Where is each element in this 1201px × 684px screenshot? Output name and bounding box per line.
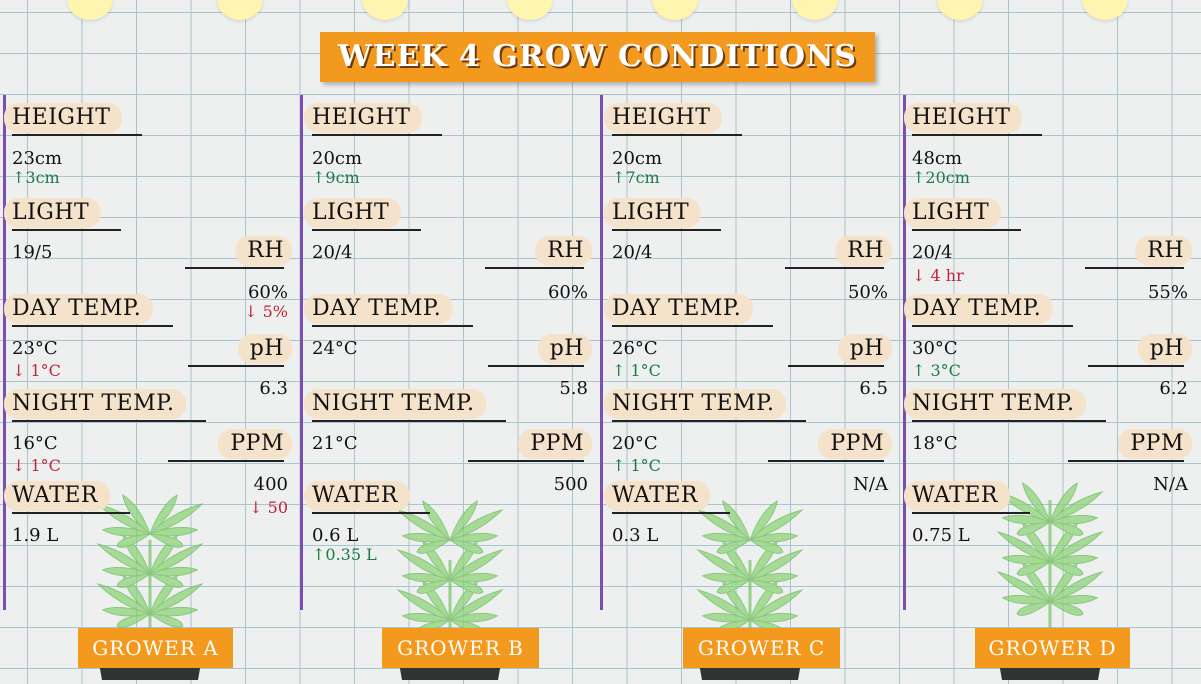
column-divider xyxy=(300,95,303,610)
height-change: ↑9cm xyxy=(312,168,360,187)
water-change: ↑0.35 L xyxy=(312,545,377,564)
ppm-value: 500 xyxy=(553,474,588,495)
light-value: 20/4 xyxy=(912,242,953,263)
grower-b-button[interactable]: GROWER B xyxy=(382,628,539,668)
grower-column: HEIGHT 20cm ↑7cm LIGHT 20/4 DAY TEMP. 26°… xyxy=(600,95,900,680)
light-value: 19/5 xyxy=(12,242,53,263)
light-label: LIGHT xyxy=(304,198,422,231)
night-temp-value: 20°C xyxy=(612,433,658,454)
height-value: 23cm xyxy=(12,148,63,169)
height-value: 48cm xyxy=(912,148,963,169)
ppm-label: PPM xyxy=(768,429,892,462)
night-temp-label: NIGHT TEMP. xyxy=(904,389,1107,422)
binder-hole xyxy=(792,0,838,20)
water-value: 1.9 L xyxy=(12,525,59,546)
rh-value: 60% xyxy=(547,282,588,303)
column-divider xyxy=(903,95,906,610)
binder-hole xyxy=(937,0,983,20)
height-value: 20cm xyxy=(312,148,363,169)
height-label: HEIGHT xyxy=(904,103,1043,136)
binder-hole xyxy=(507,0,553,20)
light-value: 20/4 xyxy=(312,242,353,263)
height-label: HEIGHT xyxy=(304,103,443,136)
water-value: 0.6 L xyxy=(312,525,359,546)
rh-value: 50% xyxy=(847,282,888,303)
ph-value: 6.2 xyxy=(1159,378,1188,399)
height-change: ↑3cm xyxy=(12,168,60,187)
binder-hole xyxy=(217,0,263,20)
water-label: WATER xyxy=(304,481,430,514)
binder-hole xyxy=(652,0,698,20)
day-temp-label: DAY TEMP. xyxy=(904,294,1074,327)
height-label: HEIGHT xyxy=(604,103,743,136)
night-temp-label: NIGHT TEMP. xyxy=(604,389,807,422)
day-temp-label: DAY TEMP. xyxy=(4,294,174,327)
rh-value: 55% xyxy=(1147,282,1188,303)
page-title: WEEK 4 GROW CONDITIONS xyxy=(320,32,875,82)
ppm-label: PPM xyxy=(1068,429,1192,462)
day-temp-change: ↑ 1°C xyxy=(612,361,661,380)
light-label: LIGHT xyxy=(904,198,1022,231)
column-divider xyxy=(3,95,6,610)
night-temp-change: ↓ 1°C xyxy=(12,456,61,475)
ph-label: pH xyxy=(1087,334,1192,367)
ph-label: pH xyxy=(487,334,592,367)
column-divider xyxy=(600,95,603,610)
day-temp-value: 30°C xyxy=(912,338,958,359)
day-temp-change: ↓ 1°C xyxy=(12,361,61,380)
ph-value: 6.5 xyxy=(859,378,888,399)
grower-c-button[interactable]: GROWER C xyxy=(683,628,840,668)
night-temp-change: ↑ 1°C xyxy=(612,456,661,475)
light-value: 20/4 xyxy=(612,242,653,263)
grower-column: HEIGHT 48cm ↑20cm LIGHT 20/4 ↓ 4 hr DAY TE… xyxy=(900,95,1200,680)
day-temp-label: DAY TEMP. xyxy=(304,294,474,327)
night-temp-label: NIGHT TEMP. xyxy=(304,389,507,422)
binder-hole xyxy=(1082,0,1128,20)
light-change: ↓ 4 hr xyxy=(912,266,964,285)
ppm-label: PPM xyxy=(168,429,292,462)
height-change: ↑20cm xyxy=(912,168,970,187)
height-value: 20cm xyxy=(612,148,663,169)
rh-value: 60% xyxy=(247,282,288,303)
night-temp-label: NIGHT TEMP. xyxy=(4,389,207,422)
water-value: 0.3 L xyxy=(612,525,659,546)
ph-label: pH xyxy=(787,334,892,367)
day-temp-value: 23°C xyxy=(12,338,58,359)
ph-label: pH xyxy=(187,334,292,367)
binder-hole xyxy=(362,0,408,20)
day-temp-label: DAY TEMP. xyxy=(604,294,774,327)
water-label: WATER xyxy=(4,481,130,514)
grower-a-button[interactable]: GROWER A xyxy=(78,628,233,668)
grower-column: HEIGHT 20cm ↑9cm LIGHT 20/4 DAY TEMP. 24°… xyxy=(300,95,600,680)
water-label: WATER xyxy=(604,481,730,514)
day-temp-value: 24°C xyxy=(312,338,358,359)
light-label: LIGHT xyxy=(4,198,122,231)
rh-label: RH xyxy=(785,236,892,269)
rh-label: RH xyxy=(185,236,292,269)
night-temp-value: 18°C xyxy=(912,433,958,454)
ppm-value: N/A xyxy=(1153,474,1188,495)
rh-label: RH xyxy=(485,236,592,269)
grower-column: HEIGHT 23cm ↑3cm LIGHT 19/5 DAY TEMP. 23°… xyxy=(0,95,300,680)
ph-value: 5.8 xyxy=(559,378,588,399)
ppm-label: PPM xyxy=(468,429,592,462)
rh-change: ↓ 5% xyxy=(244,302,288,321)
ppm-value: N/A xyxy=(853,474,888,495)
rh-label: RH xyxy=(1085,236,1192,269)
water-label: WATER xyxy=(904,481,1030,514)
height-label: HEIGHT xyxy=(4,103,143,136)
height-change: ↑7cm xyxy=(612,168,660,187)
ppm-value: 400 xyxy=(253,474,288,495)
water-value: 0.75 L xyxy=(912,525,970,546)
grower-d-button[interactable]: GROWER D xyxy=(975,628,1130,668)
binder-hole xyxy=(67,0,113,20)
day-temp-value: 26°C xyxy=(612,338,658,359)
night-temp-value: 21°C xyxy=(312,433,358,454)
ph-value: 6.3 xyxy=(259,378,288,399)
day-temp-change: ↑ 3°C xyxy=(912,361,961,380)
light-label: LIGHT xyxy=(604,198,722,231)
ppm-change: ↓ 50 xyxy=(249,498,288,517)
night-temp-value: 16°C xyxy=(12,433,58,454)
